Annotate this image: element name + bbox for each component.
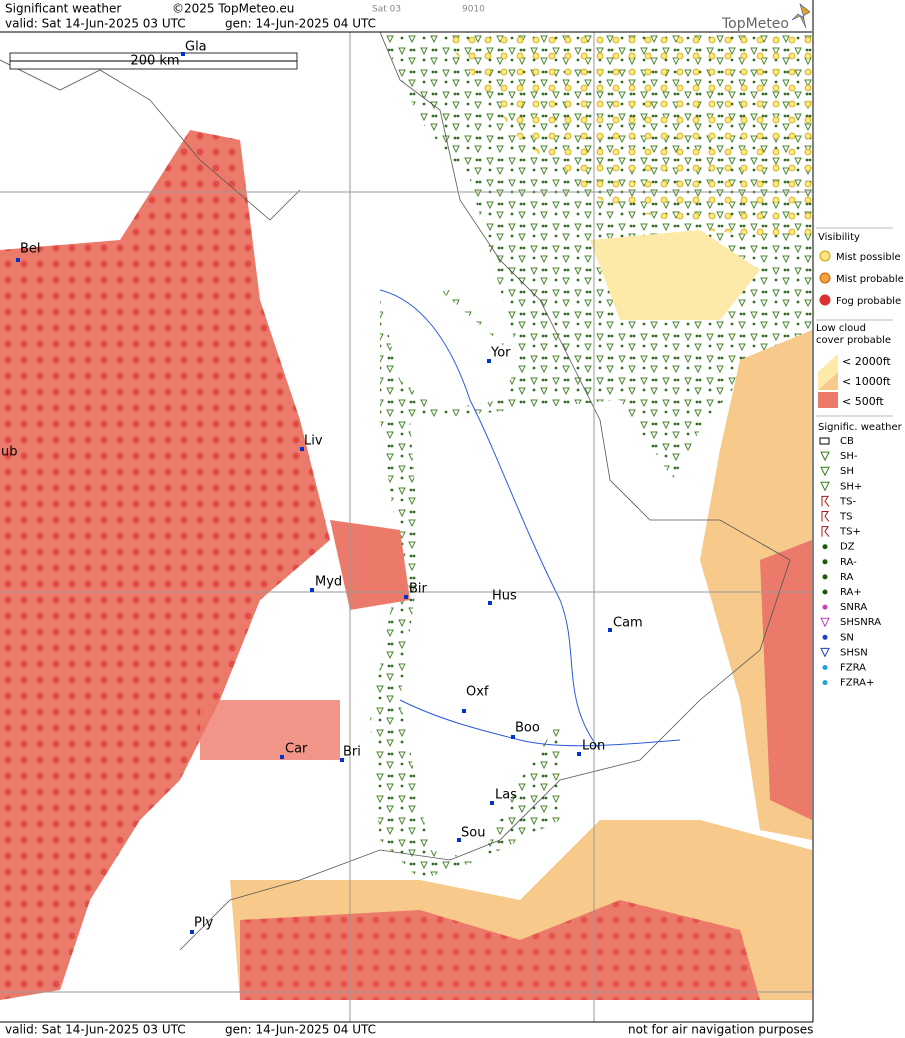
legend-item: Mist possible [836,252,901,263]
legend-symbol [822,544,828,550]
run-code: 9010 [462,5,485,15]
legend-symbol [822,634,828,640]
city-label: Gla [185,40,207,55]
legend-item: TS+ [839,527,861,538]
logo: TopMeteo [721,16,789,32]
legend-item: RA [840,572,854,583]
city-label: Lon [582,739,605,754]
gen-time: gen: 14-Jun-2025 04 UTC [225,17,376,31]
city-label: Cam [613,616,643,631]
legend-symbol [821,526,830,537]
legend-symbol [822,559,828,565]
legend-item: < 1000ft [842,375,891,388]
city-label: ub [1,445,18,460]
legend-heading: Visibility [818,232,860,243]
legend-item: SN [840,632,854,643]
legend-item: RA- [840,557,857,568]
legend-item: Mist probable [836,274,904,285]
legend-symbol [822,680,828,686]
legend-symbol [822,665,828,670]
city-label: Oxf [466,685,489,700]
cities: Gla Bel Yor ub Liv Myd Bir Hus Cam Oxf B… [1,40,643,934]
legend-item: FZRA [840,663,866,674]
legend-item: < 2000ft [842,355,891,368]
mist-area [440,32,812,240]
city-label: Hus [492,589,517,604]
legend-item: SNRA [840,602,867,613]
legend-symbol [821,495,830,507]
legend-item: SH [840,466,854,477]
scale-label: 200 km [130,54,179,69]
footer-bg [0,1022,905,1038]
low-cloud [590,230,760,320]
city-label: Liv [304,434,323,449]
legend-item: < 500ft [842,395,884,408]
legend-symbol [820,617,830,628]
fog-area [240,900,760,1000]
legend-heading: Signific. weather [818,422,903,433]
legend-heading-text: Low cloud cover probable [816,323,892,346]
coastline [0,59,301,221]
coastline [179,31,791,951]
legend-item: CB [840,436,854,447]
city-label: Boo [515,721,540,736]
disclaimer: not for air navigation purposes [628,1023,813,1037]
fog-area [0,130,330,1000]
legend-item: SHSNRA [840,617,881,628]
river [399,699,681,747]
city-label: Bir [409,582,428,597]
legend-symbol [820,466,830,477]
legend-item: SH+ [840,481,862,492]
low-cloud-red [200,700,340,760]
map: 200 km [0,31,812,1022]
legend-symbol [821,511,830,522]
legend: Visibility Mist possible Mist probable F… [816,227,904,689]
legend-symbol [822,574,828,580]
legend-symbol [820,451,830,462]
footer-valid: valid: Sat 14-Jun-2025 03 UTC [5,1023,186,1037]
graticule [0,32,812,1022]
city-label: Bel [20,242,41,257]
legend-item: FZRA+ [840,678,874,689]
legend-item: TS- [839,496,856,507]
clear-area [380,290,520,410]
legend-symbol [819,437,830,445]
city-label: Las [495,788,517,803]
legend-item: SHSN [840,647,868,658]
product-title: Significant weather [5,2,121,16]
legend-symbol [822,589,828,595]
valid-time: valid: Sat 14-Jun-2025 03 UTC [5,17,186,31]
legend-symbol [822,604,828,610]
legend-item: DZ [840,542,855,553]
city-label: Sou [461,826,485,841]
legend-item: TS [839,512,852,523]
legend-symbol [820,647,830,658]
legend-item: Fog probable [836,296,901,307]
footer-gen: gen: 14-Jun-2025 04 UTC [225,1023,376,1037]
river [379,289,601,751]
city-label: Car [285,742,308,757]
legend-heading: Low cloud cover probable [816,323,892,346]
legend-item: RA+ [840,587,862,598]
legend-bg [813,0,905,1038]
legend-item: SH- [840,451,858,462]
clear-area [400,400,700,860]
legend-symbol [820,481,830,492]
city-label: Myd [315,575,342,590]
city-label: Bri [343,745,361,760]
run-info: Sat 03 [372,5,401,15]
header-bg [0,0,812,32]
copyright: ©2025 TopMeteo.eu [172,2,294,16]
logo-icon [791,3,811,29]
city-label: Ply [194,916,213,931]
city-label: Yor [490,346,511,361]
